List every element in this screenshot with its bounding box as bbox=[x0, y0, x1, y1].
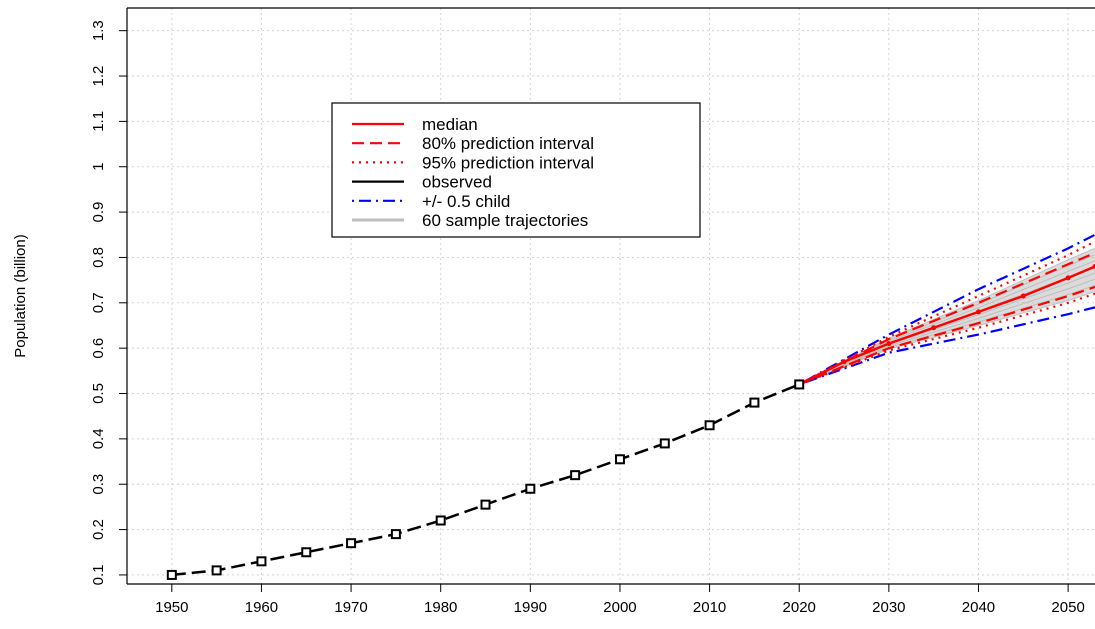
y-tick-label: 0.9 bbox=[90, 202, 107, 223]
y-tick-label: 0.1 bbox=[90, 564, 107, 585]
x-tick-label: 2030 bbox=[872, 599, 905, 616]
observed-point bbox=[795, 380, 803, 388]
legend-label: median bbox=[422, 115, 478, 134]
median-point bbox=[976, 309, 981, 314]
observed-point bbox=[482, 501, 490, 509]
y-tick-label: 0.8 bbox=[90, 247, 107, 268]
sample-trajectory-line bbox=[799, 291, 1095, 384]
x-tick-label: 1990 bbox=[514, 599, 547, 616]
x-tick-label: 1980 bbox=[424, 599, 457, 616]
observed-point bbox=[168, 571, 176, 579]
x-tick-label: 2010 bbox=[693, 599, 726, 616]
y-tick-label: 1.3 bbox=[90, 20, 107, 41]
median-point bbox=[886, 341, 891, 346]
median-point bbox=[931, 325, 936, 330]
legend-label: 80% prediction interval bbox=[422, 134, 594, 153]
y-tick-label: 1.1 bbox=[90, 111, 107, 132]
x-tick-label: 2040 bbox=[962, 599, 995, 616]
y-tick-label: 0.7 bbox=[90, 292, 107, 313]
grid bbox=[127, 8, 1095, 584]
observed-point bbox=[257, 557, 265, 565]
observed-point bbox=[526, 485, 534, 493]
legend-label: 95% prediction interval bbox=[422, 153, 594, 172]
legend-label: 60 sample trajectories bbox=[422, 211, 588, 230]
observed-point bbox=[302, 548, 310, 556]
y-tick-label: 0.4 bbox=[90, 428, 107, 449]
x-tick-label: 1960 bbox=[245, 599, 278, 616]
legend-label: +/- 0.5 child bbox=[422, 192, 510, 211]
x-tick-label: 2050 bbox=[1051, 599, 1084, 616]
y-tick-label: 0.6 bbox=[90, 338, 107, 359]
y-tick-label: 1 bbox=[90, 163, 107, 171]
sample-trajectory-line bbox=[799, 285, 1095, 384]
observed-point bbox=[213, 566, 221, 574]
observed-point bbox=[750, 399, 758, 407]
observed-point bbox=[616, 455, 624, 463]
observed-point bbox=[571, 471, 579, 479]
y-axis-label: Population (billion) bbox=[12, 234, 29, 357]
legend-label: observed bbox=[422, 173, 492, 192]
median-point bbox=[1021, 294, 1026, 299]
y-tick-label: 1.2 bbox=[90, 66, 107, 87]
x-tick-label: 2000 bbox=[603, 599, 636, 616]
observed-point bbox=[347, 539, 355, 547]
observed-point bbox=[392, 530, 400, 538]
x-tick-label: 2020 bbox=[783, 599, 816, 616]
median-point bbox=[1066, 275, 1071, 280]
pi95-lower-line bbox=[799, 294, 1095, 385]
median-point bbox=[842, 359, 847, 364]
x-tick-label: 1970 bbox=[334, 599, 367, 616]
series-layer bbox=[168, 235, 1095, 579]
x-tick-label: 1950 bbox=[155, 599, 188, 616]
y-tick-label: 0.2 bbox=[90, 519, 107, 540]
observed-point bbox=[706, 421, 714, 429]
y-tick-label: 0.3 bbox=[90, 474, 107, 495]
observed-point bbox=[437, 517, 445, 525]
y-tick-label: 0.5 bbox=[90, 383, 107, 404]
observed-point bbox=[661, 439, 669, 447]
observed-line bbox=[172, 384, 799, 574]
